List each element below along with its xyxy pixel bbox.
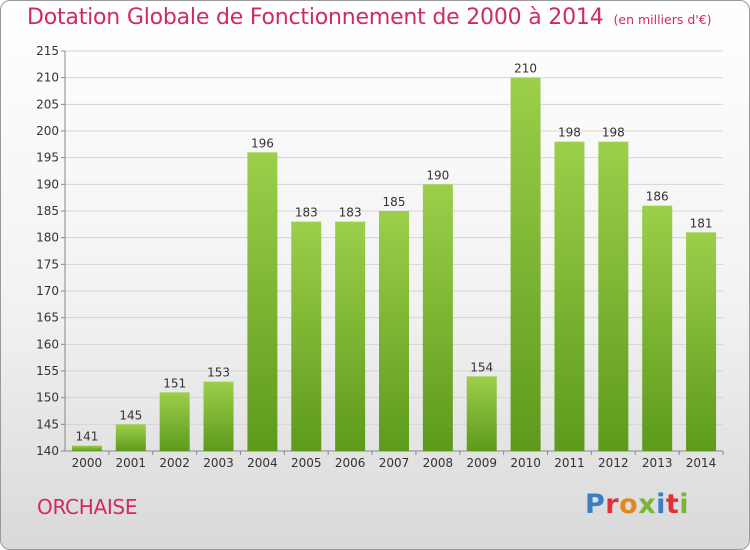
x-tick-label: 2009: [466, 456, 497, 470]
bar: [642, 205, 673, 451]
bar: [466, 376, 497, 451]
y-tick-label: 200: [36, 124, 59, 138]
x-tick-label: 2006: [335, 456, 366, 470]
x-tick-label: 2001: [116, 456, 147, 470]
bar: [554, 141, 585, 451]
title-text: Dotation Globale de Fonctionnement de 20…: [27, 5, 604, 30]
bar-value-label: 153: [207, 366, 230, 380]
bar: [291, 221, 322, 451]
x-tick-label: 2008: [423, 456, 454, 470]
x-tick-label: 2010: [510, 456, 541, 470]
bar-value-label: 210: [514, 62, 537, 76]
y-tick-label: 165: [36, 311, 59, 325]
bar: [159, 392, 190, 451]
x-tick-label: 2005: [291, 456, 322, 470]
bar: [203, 381, 234, 451]
y-tick-label: 170: [36, 284, 59, 298]
bar-value-label: 198: [602, 126, 625, 140]
y-tick-label: 175: [36, 257, 59, 271]
x-tick-label: 2000: [72, 456, 103, 470]
bar-value-label: 186: [646, 190, 669, 204]
x-tick-label: 2007: [379, 456, 410, 470]
bar-value-label: 183: [295, 206, 318, 220]
bar: [115, 424, 146, 451]
commune-name: ORCHAISE: [37, 495, 138, 519]
x-tick-label: 2012: [598, 456, 629, 470]
x-tick-label: 2004: [247, 456, 278, 470]
y-tick-label: 145: [36, 417, 59, 431]
bar-value-label: 185: [383, 195, 406, 209]
bar-value-label: 198: [558, 126, 581, 140]
bar: [422, 184, 453, 452]
y-tick-label: 160: [36, 337, 59, 351]
bar: [510, 77, 541, 452]
y-tick-label: 210: [36, 71, 59, 85]
bar-value-label: 181: [690, 216, 713, 230]
y-tick-label: 215: [36, 44, 59, 58]
x-tick-label: 2013: [642, 456, 673, 470]
y-tick-label: 180: [36, 231, 59, 245]
bar: [335, 221, 366, 451]
bar-value-label: 141: [75, 430, 98, 444]
y-tick-label: 205: [36, 97, 59, 111]
y-tick-label: 190: [36, 177, 59, 191]
y-tick-label: 150: [36, 391, 59, 405]
unit-note: (en milliers d'€): [613, 12, 712, 27]
bar-value-label: 145: [119, 408, 142, 422]
bar: [379, 211, 409, 451]
bar: [598, 141, 629, 451]
x-tick-label: 2002: [159, 456, 190, 470]
bar-value-label: 154: [470, 360, 493, 374]
y-tick-label: 155: [36, 364, 59, 378]
x-tick-label: 2003: [203, 456, 234, 470]
y-tick-label: 140: [36, 444, 59, 458]
bar-value-label: 183: [339, 206, 362, 220]
bar: [247, 152, 278, 452]
bar: [686, 232, 717, 451]
proxiti-logo: Proxiti: [585, 489, 690, 520]
bar-value-label: 151: [163, 376, 186, 390]
bar-value-label: 190: [426, 168, 449, 182]
x-tick-label: 2014: [686, 456, 717, 470]
y-tick-label: 195: [36, 151, 59, 165]
chart-title: Dotation Globale de Fonctionnement de 20…: [27, 5, 712, 30]
x-tick-label: 2011: [554, 456, 585, 470]
bar-value-label: 196: [251, 136, 274, 150]
bar: [71, 445, 102, 451]
y-tick-label: 185: [36, 204, 59, 218]
